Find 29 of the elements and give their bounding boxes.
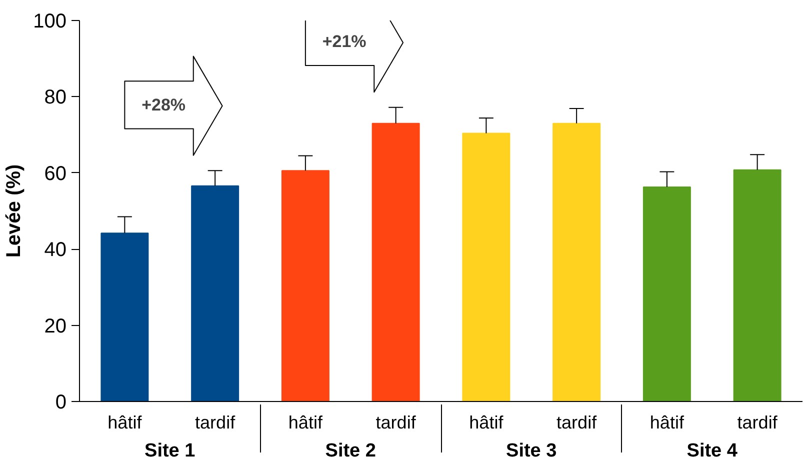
y-tick-label: 0: [55, 392, 66, 414]
x-tick-label: hâtif: [469, 412, 504, 432]
bar: [642, 186, 691, 402]
y-tick-label: 20: [44, 315, 67, 338]
y-tick-label: 100: [33, 10, 67, 32]
bar: [100, 232, 149, 402]
bar: [462, 132, 510, 402]
text: Site 1: [144, 440, 196, 462]
x-tick-label: hâtif: [650, 412, 685, 432]
annotation: +21%: [322, 32, 366, 52]
text: Site 2: [325, 440, 376, 462]
bar: [372, 122, 420, 402]
x-tick-label: tardif: [737, 412, 778, 432]
text: Site 3: [506, 440, 557, 462]
bar: [733, 169, 782, 402]
bar: [552, 122, 601, 402]
x-tick-label: hâtif: [288, 412, 324, 432]
x-tick-label: hâtif: [108, 412, 143, 432]
x-tick-label: tardif: [195, 412, 236, 432]
y-tick-label: 40: [44, 239, 67, 262]
bar: [281, 170, 330, 402]
annotation: +28%: [142, 95, 186, 114]
bar: [191, 185, 240, 402]
x-tick-label: tardif: [556, 412, 598, 432]
y-tick-label: 80: [44, 86, 67, 109]
text: Site 4: [686, 440, 738, 462]
y-tick-label: 60: [44, 162, 67, 185]
y-axis-title: Levée (%): [3, 164, 26, 258]
x-tick-label: tardif: [376, 412, 417, 432]
